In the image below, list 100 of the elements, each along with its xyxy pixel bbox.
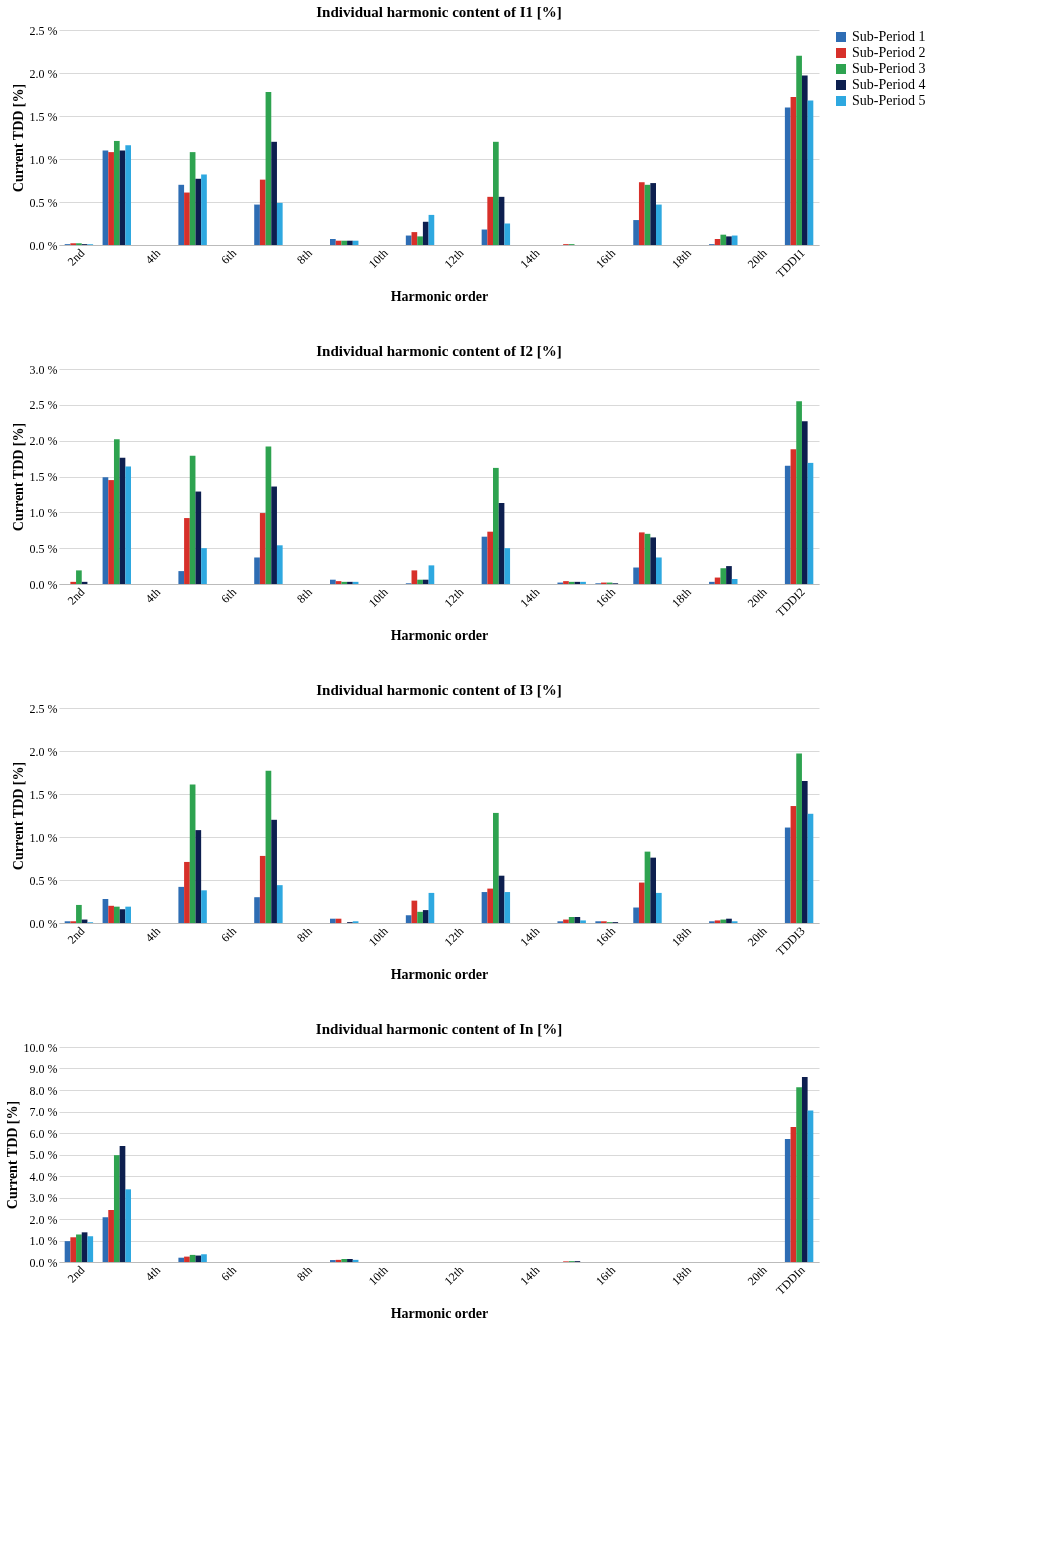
- x-tick-label: 8th: [294, 924, 315, 945]
- y-axis-title: Current TDD [%]: [10, 83, 26, 193]
- bar: [563, 919, 569, 923]
- bar: [784, 107, 791, 245]
- y-tick-label: 3.0 %: [29, 362, 58, 377]
- x-tick-label: 4th: [142, 1263, 164, 1284]
- bar: [801, 1077, 808, 1262]
- y-tick-label: 8.0 %: [29, 1083, 58, 1098]
- x-tick-label: 12th: [441, 1263, 467, 1289]
- bar: [405, 235, 412, 245]
- y-tick-label: 0.0 %: [29, 916, 58, 931]
- x-tick-label: 20th: [744, 585, 770, 611]
- x-tick-label: 20th: [744, 246, 770, 272]
- x-axis-title: Harmonic order: [390, 1305, 489, 1321]
- bar: [428, 565, 435, 584]
- y-tick-label: 1.5 %: [29, 109, 58, 124]
- bar: [201, 548, 207, 584]
- bar: [638, 882, 645, 923]
- bar: [201, 174, 207, 245]
- bar: [726, 566, 732, 584]
- bar: [801, 781, 808, 923]
- bar: [259, 513, 266, 584]
- x-axis-title: Harmonic order: [390, 288, 489, 304]
- bar: [487, 888, 494, 923]
- bar: [125, 1189, 132, 1262]
- bar: [417, 579, 423, 584]
- x-tick-label: 12th: [441, 246, 467, 272]
- y-tick-label: 0.0 %: [29, 238, 58, 253]
- bar: [726, 918, 732, 923]
- bar: [796, 55, 802, 245]
- bar: [330, 579, 336, 584]
- bar: [726, 236, 732, 245]
- bar: [709, 581, 715, 584]
- y-tick-label: 2.5 %: [29, 701, 58, 716]
- y-tick-label: 0.0 %: [29, 577, 58, 592]
- bar: [801, 75, 808, 245]
- bar: [347, 1258, 353, 1262]
- y-tick-label: 1.5 %: [29, 787, 58, 802]
- x-tick-label: 16th: [593, 585, 619, 611]
- x-tick-label: 2nd: [64, 924, 88, 947]
- x-tick-label: 20th: [744, 924, 770, 950]
- bar: [76, 570, 82, 584]
- x-tick-label: 8th: [294, 246, 315, 267]
- y-tick-label: 1.0 %: [29, 152, 58, 167]
- bar: [487, 531, 494, 584]
- bar: [656, 892, 662, 923]
- y-tick-label: 3.0 %: [29, 1191, 58, 1205]
- y-tick-label: 2.0 %: [29, 66, 58, 81]
- bar: [563, 581, 569, 584]
- bar: [201, 1254, 207, 1262]
- bar: [178, 571, 185, 584]
- bar: [254, 557, 260, 584]
- bar: [108, 480, 114, 584]
- bar: [650, 537, 657, 584]
- x-tick-label: 20th: [744, 1263, 770, 1289]
- bar: [195, 1255, 202, 1262]
- bar: [347, 581, 353, 584]
- bar: [411, 570, 418, 584]
- bar: [184, 861, 190, 923]
- y-tick-label: 10.0 %: [23, 1040, 58, 1055]
- bar: [276, 885, 283, 923]
- y-tick-label: 4.0 %: [29, 1169, 58, 1184]
- bar: [330, 918, 336, 923]
- y-axis-title: Current TDD [%]: [10, 761, 26, 871]
- x-tick-label: 8th: [294, 585, 315, 606]
- bar: [125, 906, 132, 923]
- bar: [254, 204, 260, 245]
- bar: [796, 753, 802, 923]
- bar: [784, 465, 791, 584]
- bar: [493, 812, 499, 923]
- chart-title: Individual harmonic content of I2 [%]: [316, 343, 562, 359]
- x-tick-label: 4th: [142, 246, 164, 267]
- x-axis-title: Harmonic order: [390, 966, 489, 982]
- y-tick-label: 1.0 %: [29, 505, 58, 520]
- bar: [504, 892, 511, 923]
- bar: [178, 1257, 185, 1262]
- bar: [731, 578, 738, 584]
- x-tick-label: 14th: [517, 585, 543, 611]
- x-tick-label: 14th: [517, 1263, 543, 1289]
- bar: [422, 579, 429, 584]
- x-tick-label: 16th: [593, 246, 619, 272]
- legend-label: Sub-Period 3: [852, 61, 926, 76]
- x-tick-label: 10th: [365, 924, 391, 950]
- bar: [87, 1236, 94, 1262]
- y-tick-label: 1.0 %: [29, 830, 58, 845]
- bar: [125, 466, 132, 584]
- bar: [178, 886, 185, 923]
- legend-label: Sub-Period 2: [852, 45, 926, 60]
- x-tick-label: 4th: [142, 924, 164, 945]
- bar: [184, 1256, 190, 1262]
- y-tick-label: 2.0 %: [29, 434, 58, 449]
- y-tick-label: 2.0 %: [29, 744, 58, 759]
- x-tick-label: 16th: [593, 924, 619, 950]
- bar: [201, 890, 207, 923]
- bar: [504, 223, 511, 245]
- bar: [341, 581, 348, 584]
- x-tick-label: 4th: [142, 585, 164, 606]
- bar: [796, 1087, 802, 1262]
- legend-label: Sub-Period 5: [852, 93, 926, 108]
- bar: [335, 581, 342, 584]
